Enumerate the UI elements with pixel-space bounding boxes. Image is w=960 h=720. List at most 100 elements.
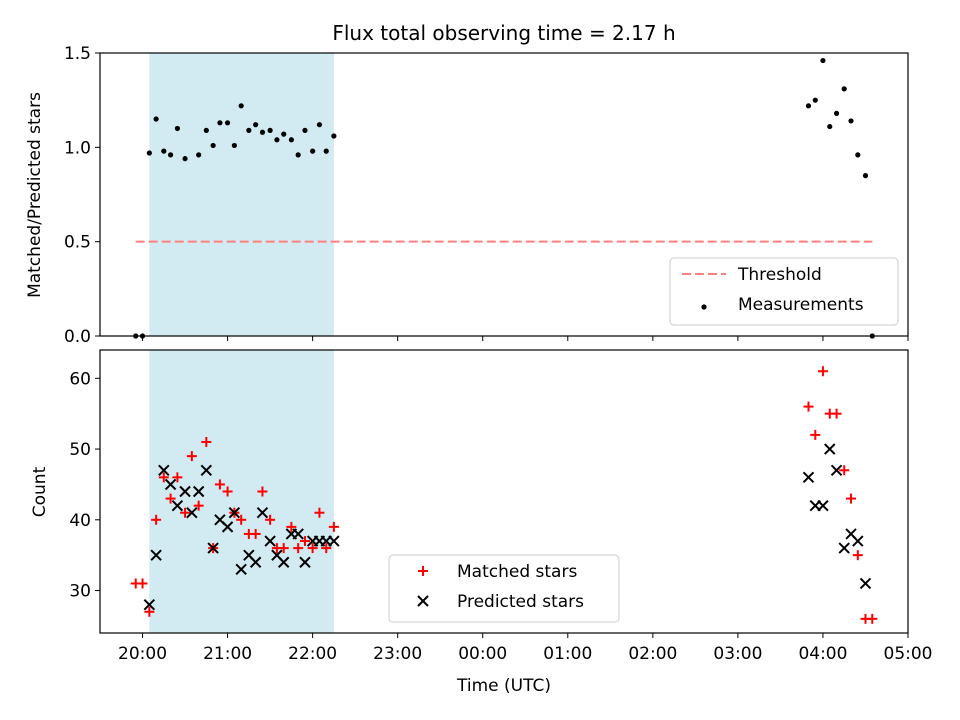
x-stroke-b: [143, 598, 156, 611]
x-stroke-b: [249, 556, 262, 568]
measurements-point: [295, 152, 301, 158]
matched-stars-point: [172, 472, 183, 483]
top-legend: Threshold Measurements: [669, 257, 899, 326]
measurements-point: [848, 118, 854, 124]
predicted-stars-point: [164, 478, 177, 491]
matched-stars-point: [810, 429, 821, 440]
matched-stars-point: [286, 521, 297, 532]
measurements-point: [812, 97, 818, 103]
matched-stars-point: [144, 606, 155, 617]
predicted-stars-point: [200, 464, 213, 476]
x-stroke-b: [150, 549, 162, 561]
x-tick-label: 23:00: [373, 644, 422, 664]
measurements-point: [820, 57, 826, 64]
predicted-stars-point: [256, 507, 269, 519]
predicted-stars-point: [859, 577, 872, 590]
x-stroke-b: [845, 528, 857, 540]
x-tick-label: 20:00: [118, 644, 167, 664]
matched-stars-point: [803, 401, 814, 412]
matched-stars-point: [278, 543, 289, 554]
predicted-stars-point: [299, 556, 311, 568]
matched-stars-point: [328, 521, 339, 532]
x-stroke-b: [838, 542, 850, 554]
top-y-axis-label: Matched/Predicted stars: [25, 92, 45, 298]
bottom-panel: 20:00 21:00 22:00 23:00 00:00 01:00 02:00 03:00…: [69, 349, 933, 664]
x-tick-label: 22:00: [288, 644, 337, 664]
x-stroke-b: [186, 507, 198, 519]
x-stroke-b: [417, 595, 429, 607]
measurements-point: [331, 133, 337, 139]
matched-stars-point: [867, 613, 878, 624]
measurements-point: [310, 148, 316, 154]
measurements-point: [153, 116, 159, 122]
x-stroke-b: [328, 535, 340, 547]
x-stroke-b: [802, 471, 815, 484]
measurements-point: [267, 127, 273, 133]
matched-stars-point: [201, 436, 212, 447]
measurements-point: [862, 173, 869, 179]
bottom-legend: Matched stars Predicted stars: [388, 554, 620, 623]
bottom-legend-box: [388, 554, 620, 623]
bottom-y-axis-label: Count: [30, 466, 50, 517]
matched-stars-point: [250, 528, 261, 539]
predicted-stars-point: [852, 535, 864, 547]
x-stroke-b: [830, 464, 843, 476]
x-stroke-b: [228, 507, 241, 519]
matched-stars-point: [193, 500, 204, 511]
x-tick-label: 00:00: [458, 644, 507, 664]
x-stroke-b: [278, 556, 290, 568]
measurements-point: [253, 122, 259, 128]
x-stroke-b: [256, 507, 269, 519]
matched-stars-point: [307, 543, 318, 554]
matched-stars-point: [214, 479, 225, 490]
predicted-stars-point: [830, 464, 843, 476]
matched-stars-point: [839, 465, 850, 476]
top-shaded-span: [149, 53, 334, 336]
bottom-y-tick-label: 40: [69, 511, 91, 531]
top-y-tick-label: 0.5: [64, 233, 91, 253]
matched-stars-point: [831, 408, 842, 419]
matched-stars-point: [846, 493, 857, 504]
predicted-stars-point: [221, 521, 234, 533]
predicted-stars-point: [228, 507, 241, 519]
matched-stars-point: [151, 514, 162, 525]
x-tick-label: 01:00: [543, 644, 592, 664]
measurements-point: [259, 129, 266, 135]
predicted-stars-point: [249, 556, 262, 568]
predicted-stars-point: [179, 485, 191, 498]
measurements-point: [203, 127, 209, 133]
legend-label-threshold: Threshold: [737, 265, 822, 285]
legend-swatch-matched-stars: [418, 566, 428, 576]
predicted-stars-point: [328, 535, 340, 547]
top-frame: [99, 52, 909, 337]
matched-stars-point: [222, 486, 233, 497]
predicted-stars-point: [150, 549, 162, 561]
matched-stars-point: [852, 550, 863, 561]
predicted-stars-point: [824, 443, 836, 455]
measurements-point: [316, 122, 323, 128]
x-stroke-b: [817, 499, 829, 512]
x-stroke-b: [200, 464, 213, 476]
bottom-shaded-span: [149, 350, 334, 633]
x-stroke-b: [264, 535, 276, 547]
bottom-y-tick-label: 50: [69, 440, 91, 460]
measurements-point: [833, 110, 840, 116]
x-tick-label: 21:00: [203, 644, 252, 664]
x-stroke-b: [164, 478, 177, 491]
measurements-point: [827, 123, 833, 130]
measurements-point: [274, 137, 280, 143]
chart-title: Flux total observing time = 2.17 h: [332, 21, 675, 45]
bottom-y-tick-label: 30: [69, 582, 91, 602]
x-tick-label: 03:00: [713, 644, 762, 664]
predicted-stars-point: [838, 542, 850, 554]
x-stroke-b: [235, 563, 247, 576]
predicted-stars-point: [158, 464, 170, 476]
predicted-stars-point: [186, 507, 198, 519]
x-stroke-b: [824, 443, 836, 455]
legend-label-predicted-stars: Predicted stars: [457, 592, 584, 612]
predicted-stars-point: [264, 535, 276, 547]
measurements-point: [238, 103, 244, 109]
matched-stars-point: [817, 366, 828, 377]
predicted-stars-point: [292, 528, 304, 540]
x-stroke-b: [859, 577, 872, 590]
